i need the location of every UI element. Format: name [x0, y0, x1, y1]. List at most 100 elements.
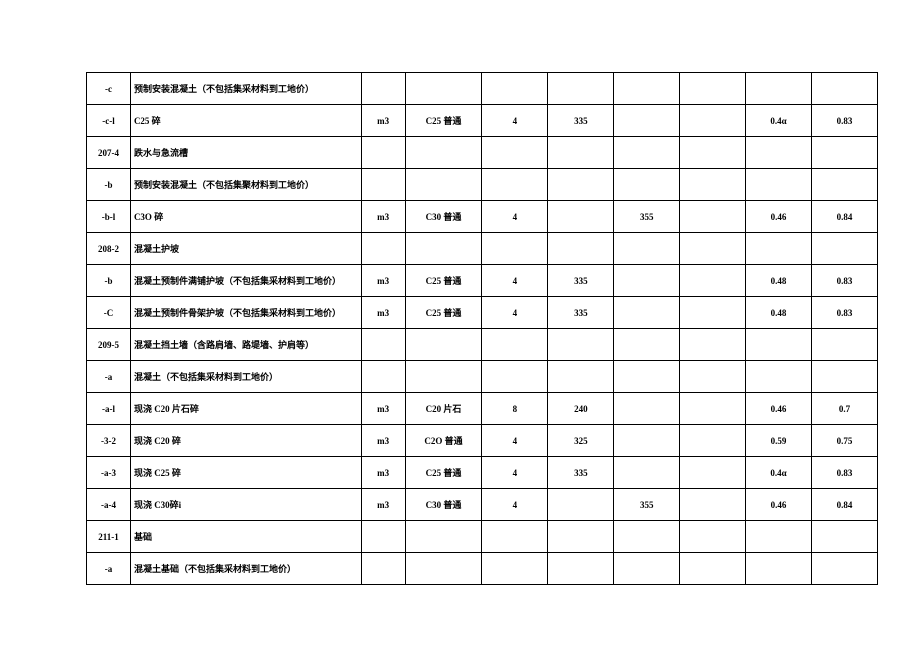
table-cell [482, 233, 548, 265]
table-cell: 现浇 C30碎i [130, 489, 361, 521]
table-cell [746, 233, 812, 265]
table-row: -C混凝土预制件骨架护坡（不包括集采材料到工地价）m3C25 普通43350.4… [87, 297, 878, 329]
table-cell [405, 361, 482, 393]
table-cell [482, 521, 548, 553]
table-row: -c预制安装混凝土（不包括集采材料到工地价） [87, 73, 878, 105]
table-cell: 0.83 [812, 297, 878, 329]
table-cell [405, 137, 482, 169]
table-cell: 0.75 [812, 425, 878, 457]
table-cell [405, 553, 482, 585]
table-cell [680, 393, 746, 425]
table-cell [746, 329, 812, 361]
table-cell: -a-3 [87, 457, 131, 489]
table-cell [746, 361, 812, 393]
table-cell [680, 489, 746, 521]
table-cell [548, 361, 614, 393]
table-cell: 4 [482, 425, 548, 457]
table-cell [812, 137, 878, 169]
table-cell [614, 361, 680, 393]
table-row: -a混凝土（不包括集采材料到工地价） [87, 361, 878, 393]
table-cell: -b [87, 169, 131, 201]
table-cell [548, 553, 614, 585]
table-cell [680, 457, 746, 489]
table-cell: 8 [482, 393, 548, 425]
table-cell: 混凝土基础（不包括集采材料到工地价） [130, 553, 361, 585]
table-cell: 335 [548, 297, 614, 329]
table-cell [680, 521, 746, 553]
table-cell: 现浇 C20 片石碎 [130, 393, 361, 425]
table-cell [680, 105, 746, 137]
table-cell: -C [87, 297, 131, 329]
table-cell: -a [87, 361, 131, 393]
table-row: 207-4跌水与急流槽 [87, 137, 878, 169]
table-cell: C30 普通 [405, 201, 482, 233]
table-cell [614, 329, 680, 361]
table-cell [548, 137, 614, 169]
table-cell: 0.84 [812, 201, 878, 233]
table-cell: m3 [361, 425, 405, 457]
table-cell: 0.7 [812, 393, 878, 425]
table-cell: 4 [482, 489, 548, 521]
table-cell [614, 521, 680, 553]
table-cell [482, 329, 548, 361]
table-cell [482, 553, 548, 585]
table-cell [680, 169, 746, 201]
table-cell: 混凝土预制件满铺护坡（不包括集采材料到工地价） [130, 265, 361, 297]
table-cell: 4 [482, 265, 548, 297]
table-cell: 335 [548, 105, 614, 137]
table-cell [482, 73, 548, 105]
table-cell: -a-4 [87, 489, 131, 521]
table-cell: 基础 [130, 521, 361, 553]
data-table-wrap: -c预制安装混凝土（不包括集采材料到工地价）-c-lC25 碎m3C25 普通4… [86, 72, 878, 585]
table-cell [680, 297, 746, 329]
data-table: -c预制安装混凝土（不包括集采材料到工地价）-c-lC25 碎m3C25 普通4… [86, 72, 878, 585]
table-cell: 预制安装混凝土（不包括集聚材料到工地价） [130, 169, 361, 201]
table-cell: -3-2 [87, 425, 131, 457]
table-row: -b-lC3O 碎m3C30 普通43550.460.84 [87, 201, 878, 233]
table-cell: m3 [361, 393, 405, 425]
table-row: 209-5混凝土挡土墙（含路肩墙、路堤墙、护肩等） [87, 329, 878, 361]
table-cell: 355 [614, 201, 680, 233]
table-cell: C25 普通 [405, 265, 482, 297]
table-cell [746, 521, 812, 553]
table-row: -c-lC25 碎m3C25 普通43350.4α0.83 [87, 105, 878, 137]
table-cell: 208-2 [87, 233, 131, 265]
table-cell: 240 [548, 393, 614, 425]
table-cell: C25 普通 [405, 457, 482, 489]
table-cell [812, 73, 878, 105]
table-cell [405, 233, 482, 265]
table-cell [614, 233, 680, 265]
table-row: -a-4现浇 C30碎im3C30 普通43550.460.84 [87, 489, 878, 521]
table-cell [361, 169, 405, 201]
table-cell: 0.46 [746, 393, 812, 425]
table-cell: 0.83 [812, 265, 878, 297]
table-cell [746, 553, 812, 585]
table-cell: C30 普通 [405, 489, 482, 521]
table-cell [680, 73, 746, 105]
table-cell [361, 73, 405, 105]
table-cell: -a-l [87, 393, 131, 425]
table-cell: 0.4α [746, 105, 812, 137]
table-cell [680, 361, 746, 393]
table-cell [614, 137, 680, 169]
table-cell: 0.84 [812, 489, 878, 521]
table-cell: C2O 普通 [405, 425, 482, 457]
table-cell [548, 169, 614, 201]
table-cell [548, 201, 614, 233]
table-cell [614, 297, 680, 329]
table-cell [812, 553, 878, 585]
table-cell [614, 105, 680, 137]
table-cell [680, 265, 746, 297]
table-cell [548, 489, 614, 521]
table-cell [680, 201, 746, 233]
table-cell [614, 553, 680, 585]
table-cell: 4 [482, 457, 548, 489]
table-row: -3-2现浇 C20 碎m3C2O 普通43250.590.75 [87, 425, 878, 457]
table-cell: C20 片石 [405, 393, 482, 425]
table-cell: 混凝土挡土墙（含路肩墙、路堤墙、护肩等） [130, 329, 361, 361]
table-cell [614, 393, 680, 425]
table-cell [361, 329, 405, 361]
table-cell [614, 169, 680, 201]
table-cell [746, 169, 812, 201]
table-cell: -c [87, 73, 131, 105]
